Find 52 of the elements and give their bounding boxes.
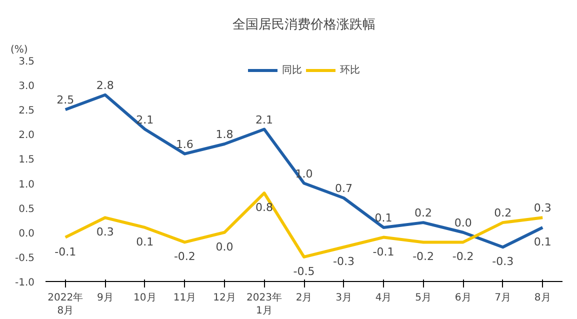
x-tick-label: 5月 <box>415 292 432 304</box>
data-label: 2.8 <box>96 78 114 92</box>
data-label: 0.1 <box>374 211 392 224</box>
x-tick-label: 8月 <box>534 292 551 304</box>
y-tick-label: 1.0 <box>18 179 35 190</box>
legend-label: 同比 <box>282 64 302 77</box>
x-tick-label: 11月 <box>173 292 196 304</box>
data-label: 0.3 <box>96 226 114 239</box>
data-label: -0.3 <box>333 255 355 268</box>
y-tick-label: 3.5 <box>18 56 35 68</box>
data-label: -0.2 <box>174 250 196 264</box>
x-tick-label: 2月 <box>296 292 312 304</box>
data-label: 0.2 <box>494 206 512 220</box>
data-label: -0.5 <box>293 264 315 278</box>
x-tick-label: 4月 <box>375 292 392 304</box>
legend-label: 环比 <box>340 64 360 77</box>
y-tick-label: 0.5 <box>18 204 35 215</box>
data-label: 0.2 <box>414 206 432 220</box>
data-label: 2.1 <box>255 113 273 126</box>
data-label: 2.5 <box>56 94 74 107</box>
data-label: 2.1 <box>136 113 154 126</box>
y-tick-label: 3.0 <box>18 81 35 92</box>
y-tick-label: 0.0 <box>18 228 35 240</box>
y-tick-label: -1.0 <box>14 278 35 288</box>
data-label: 1.8 <box>216 128 234 141</box>
y-tick-label: -0.5 <box>14 252 35 264</box>
x-tick-label: 7月 <box>494 292 512 304</box>
data-label: 0.7 <box>335 182 353 196</box>
data-label: 0.1 <box>534 235 552 248</box>
data-label: 0.0 <box>454 216 472 230</box>
data-label: 0.3 <box>534 202 552 215</box>
data-label: -0.3 <box>492 255 514 268</box>
data-label: 0.0 <box>216 240 234 254</box>
y-tick-label: 2.5 <box>18 106 35 117</box>
data-label: 0.8 <box>255 201 273 214</box>
data-label: 0.1 <box>136 235 154 248</box>
y-tick-label: 2.0 <box>18 130 35 142</box>
x-tick-label: 2022年 8月 <box>48 292 84 317</box>
x-tick-label: 6月 <box>454 292 472 304</box>
x-tick-label: 3月 <box>336 292 352 304</box>
data-label: -0.2 <box>452 250 474 264</box>
data-label: -0.1 <box>372 245 394 258</box>
x-tick-label: 9月 <box>96 292 114 304</box>
data-label: 1.6 <box>176 138 194 151</box>
x-tick-label: 10月 <box>134 292 156 304</box>
x-tick-label: 2023年 1月 <box>246 292 282 317</box>
data-label: -0.1 <box>54 245 76 258</box>
chart-title: 全国居民消费价格涨跌幅 <box>232 18 376 32</box>
data-label: -0.2 <box>412 250 434 264</box>
y-tick-label: 1.5 <box>18 154 35 166</box>
x-tick-label: 12月 <box>213 292 236 304</box>
y-axis-title: (%) <box>10 44 28 56</box>
